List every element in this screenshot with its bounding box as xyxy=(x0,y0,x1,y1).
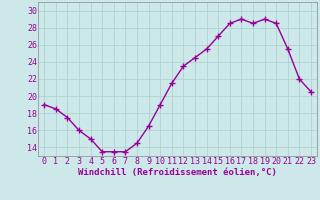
X-axis label: Windchill (Refroidissement éolien,°C): Windchill (Refroidissement éolien,°C) xyxy=(78,168,277,177)
